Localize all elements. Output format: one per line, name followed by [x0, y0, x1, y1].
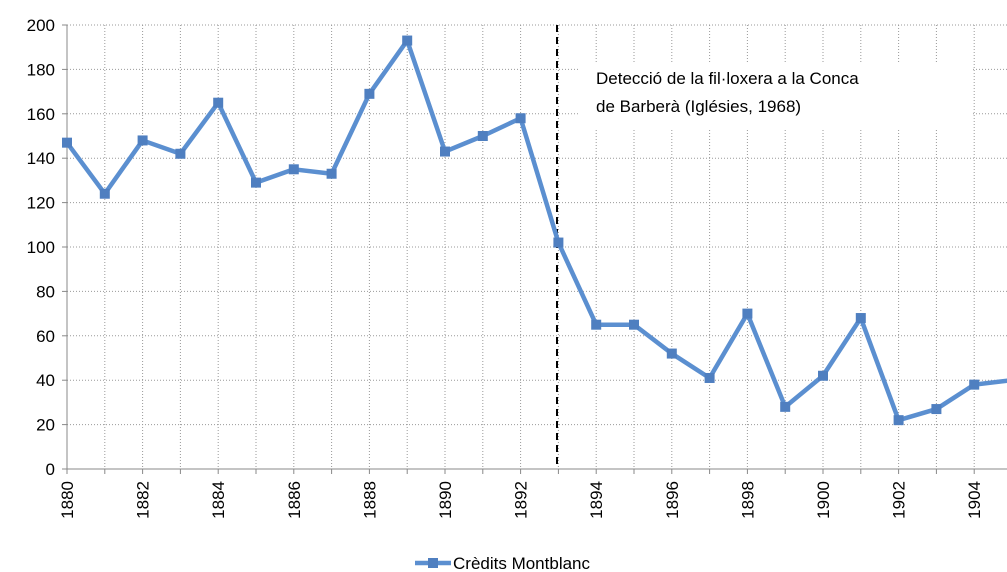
- data-point: [666, 348, 677, 359]
- data-point: [62, 137, 72, 148]
- data-point: [99, 188, 110, 199]
- data-point: [629, 319, 639, 330]
- data-point: [591, 319, 602, 330]
- y-tick-label: 40: [36, 371, 55, 390]
- x-tick-label: 1896: [663, 481, 682, 519]
- x-tick-label: 1904: [965, 481, 984, 519]
- data-point: [704, 372, 715, 383]
- data-point: [855, 313, 866, 324]
- series-line: [65, 38, 1007, 423]
- data-point: [893, 415, 904, 426]
- x-tick-label: 1902: [890, 481, 909, 519]
- data-point: [440, 146, 450, 157]
- y-tick-label: 180: [27, 60, 55, 79]
- y-tick-label: 20: [36, 416, 55, 435]
- y-tick-label: 120: [27, 194, 55, 213]
- y-tick-label: 200: [27, 16, 55, 35]
- data-point: [742, 308, 753, 319]
- y-tick-label: 80: [36, 282, 55, 301]
- plot-area: [62, 35, 1007, 426]
- annotation-text: Detecció de la fil·loxera a la Conca: [596, 69, 859, 88]
- y-tick-label: 100: [27, 238, 55, 257]
- x-tick-label: 1882: [134, 481, 153, 519]
- x-tick-label: 1886: [285, 481, 304, 519]
- data-point: [515, 113, 526, 124]
- data-point: [818, 370, 828, 381]
- y-tick-label: 0: [46, 460, 55, 479]
- data-point: [326, 168, 337, 179]
- x-tick-label: 1898: [738, 481, 757, 519]
- x-tick-label: 1900: [814, 481, 833, 519]
- x-tick-label: 1880: [58, 481, 77, 519]
- x-tick-label: 1892: [512, 481, 531, 519]
- data-point: [288, 164, 299, 175]
- data-point: [175, 148, 186, 159]
- data-point: [553, 237, 564, 248]
- data-point: [477, 131, 488, 141]
- legend-label: Crèdits Montblanc: [453, 554, 591, 572]
- x-tick-label: 1888: [360, 481, 379, 519]
- data-point: [251, 177, 261, 188]
- x-tick-label: 1884: [209, 481, 228, 519]
- legend-marker: [428, 558, 438, 568]
- x-tick-label: 1890: [436, 481, 455, 519]
- data-point: [931, 404, 942, 415]
- annotation-box: [580, 62, 972, 128]
- data-point: [402, 35, 413, 46]
- x-tick-label: 1894: [587, 481, 606, 519]
- data-point: [364, 88, 375, 99]
- annotation-text: de Barberà (Iglésies, 1968): [596, 97, 801, 116]
- y-tick-label: 140: [27, 149, 55, 168]
- data-point: [969, 379, 980, 390]
- y-tick-label: 60: [36, 327, 55, 346]
- y-tick-label: 160: [27, 105, 55, 124]
- data-point: [137, 135, 148, 146]
- data-point: [780, 401, 791, 412]
- data-point: [213, 97, 224, 108]
